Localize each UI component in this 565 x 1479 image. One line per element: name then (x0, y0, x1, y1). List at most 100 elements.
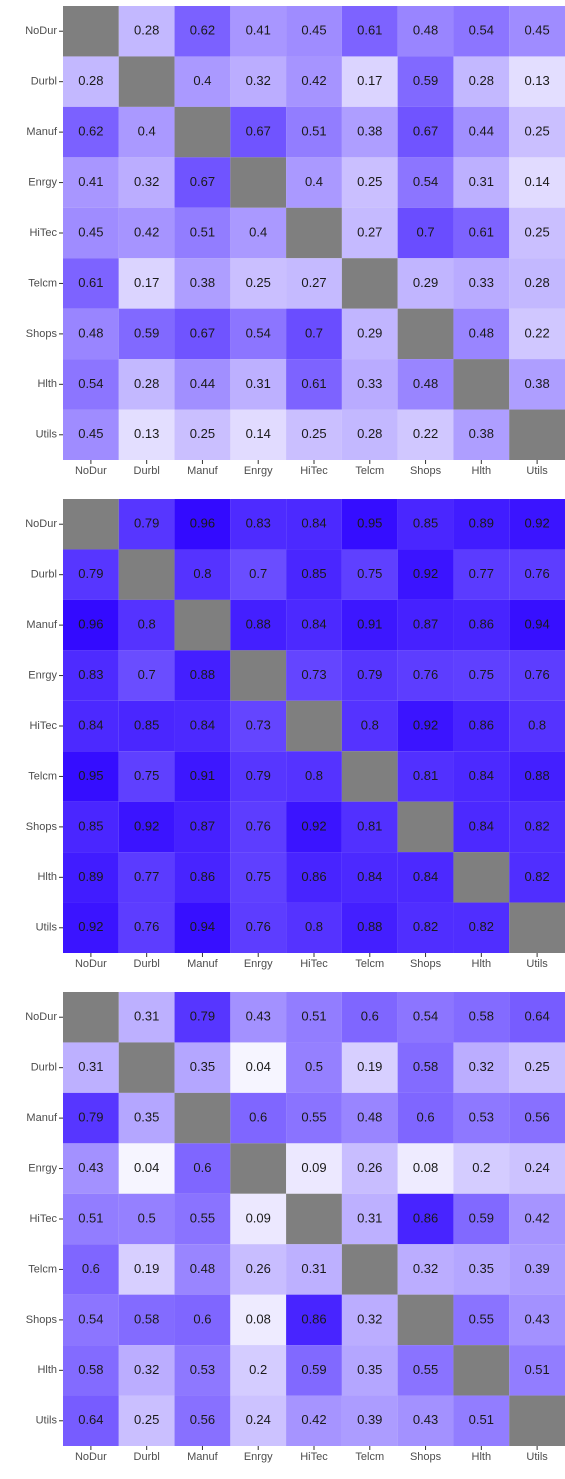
cell-label: 0.31 (78, 1059, 103, 1074)
cell-label: 0.51 (78, 1210, 103, 1225)
heat-cell (397, 902, 454, 953)
cell-label: 0.45 (524, 23, 549, 38)
cell-label: 0.04 (246, 1059, 271, 1074)
heat-cell (509, 801, 565, 853)
cell-label: 0.92 (134, 818, 159, 833)
cell-label: 0.79 (190, 1009, 215, 1024)
heat-cell (397, 409, 454, 460)
heat-cell (341, 1395, 398, 1446)
cell-label: 0.6 (249, 1110, 267, 1125)
y-tick-label: Enrgy (28, 1162, 57, 1174)
heat-cell (230, 1395, 287, 1446)
cell-label: 0.25 (246, 275, 271, 290)
cell-label: 0.95 (78, 768, 103, 783)
cell-label: 0.43 (413, 1412, 438, 1427)
heat-cell (341, 650, 398, 701)
heat-cell (341, 359, 398, 410)
cell-label: 0.58 (413, 1059, 438, 1074)
cell-label: 0.09 (301, 1160, 326, 1175)
cell-label: 0.43 (524, 1311, 549, 1326)
heat-cell (286, 1294, 342, 1346)
heat-cell (341, 6, 398, 57)
heat-cell (509, 700, 565, 752)
cell-label: 0.77 (134, 869, 159, 884)
heat-cell (286, 902, 342, 953)
heat-cell (509, 207, 565, 259)
x-tick-label: HiTec (300, 1451, 328, 1463)
na-cell (509, 902, 565, 953)
na-cell (118, 56, 175, 107)
heat-cell (118, 650, 175, 701)
heat-cell (397, 599, 454, 651)
y-tick-label: Manuf (26, 1112, 58, 1124)
heat-cell (453, 902, 510, 953)
heat-cell (286, 359, 342, 410)
heat-cell (453, 1244, 510, 1295)
heat-cell (286, 1042, 342, 1093)
heat-cell (63, 258, 119, 309)
heat-cell (286, 258, 342, 309)
x-tick-label: Durbl (134, 465, 160, 477)
cell-label: 0.92 (301, 818, 326, 833)
heat-cell (397, 992, 454, 1043)
heat-cell (230, 56, 287, 107)
cell-label: 0.13 (524, 73, 549, 88)
cell-label: 0.17 (134, 275, 159, 290)
x-tick-label: Utils (526, 465, 548, 477)
heat-cell (230, 409, 287, 460)
heat-cell (118, 359, 175, 410)
cell-label: 0.75 (469, 667, 494, 682)
heat-cell (118, 308, 175, 360)
cell-label: 0.84 (190, 717, 215, 732)
y-tick-label: Telcm (28, 770, 57, 782)
y-tick-label: HiTec (29, 1213, 57, 1225)
heat-cell (397, 258, 454, 309)
na-cell (230, 650, 287, 701)
heat-cell (230, 258, 287, 309)
heat-cell (174, 157, 231, 208)
heat-cell (174, 308, 231, 360)
cell-label: 0.51 (301, 1009, 326, 1024)
cell-label: 0.95 (357, 516, 382, 531)
cell-label: 0.42 (301, 1412, 326, 1427)
heat-cell (509, 6, 565, 57)
cell-label: 0.86 (301, 869, 326, 884)
heat-cell (230, 599, 287, 651)
cell-label: 0.6 (193, 1311, 211, 1326)
heat-cell (230, 1092, 287, 1144)
na-cell (174, 1092, 231, 1144)
x-tick-label: NoDur (75, 1451, 107, 1463)
cell-label: 0.32 (246, 73, 271, 88)
heat-cell (397, 1345, 454, 1396)
heat-cell (230, 499, 287, 550)
cell-label: 0.25 (524, 224, 549, 239)
cell-label: 0.28 (524, 275, 549, 290)
cell-label: 0.84 (301, 617, 326, 632)
heat-cell (509, 1042, 565, 1093)
cell-label: 0.88 (190, 667, 215, 682)
cell-label: 0.7 (417, 224, 435, 239)
heat-cell (230, 106, 287, 158)
cell-label: 0.88 (246, 617, 271, 632)
x-tick-label: Telcm (355, 465, 384, 477)
na-cell (341, 1244, 398, 1295)
heat-cell (118, 1294, 175, 1346)
y-tick-label: NoDur (25, 25, 57, 37)
y-tick-label: NoDur (25, 1011, 57, 1023)
heat-cell (397, 1042, 454, 1093)
heat-cell (341, 700, 398, 752)
cell-label: 0.48 (469, 325, 494, 340)
heat-cell (453, 157, 510, 208)
cell-label: 0.32 (134, 1362, 159, 1377)
heat-cell (341, 157, 398, 208)
cell-label: 0.55 (413, 1362, 438, 1377)
cell-label: 0.27 (357, 224, 382, 239)
heat-cell (397, 106, 454, 158)
cell-label: 0.84 (78, 717, 103, 732)
y-tick-label: Manuf (26, 126, 58, 138)
x-tick-label: NoDur (75, 465, 107, 477)
heat-cell (174, 1294, 231, 1346)
heat-cell (341, 1345, 398, 1396)
cell-label: 0.29 (357, 325, 382, 340)
cell-label: 0.86 (413, 1210, 438, 1225)
